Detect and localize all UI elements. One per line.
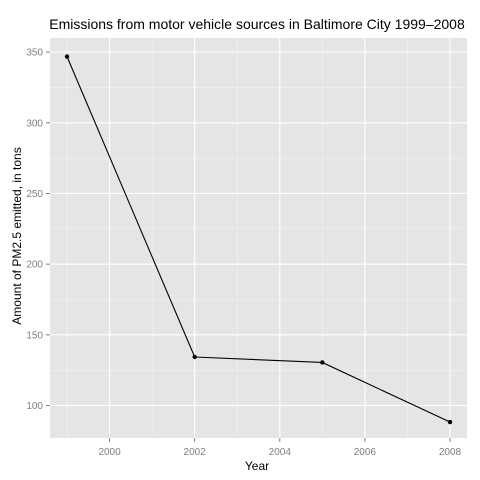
x-tick-label: 2008 [439,447,462,458]
series-line [66,56,451,423]
x-tick-label: 2006 [354,447,377,458]
data-point [320,360,325,365]
x-tick-label: 2000 [98,447,121,458]
x-axis-label: Year [245,459,269,473]
data-point [64,54,70,59]
y-tick-label: 200 [26,260,43,271]
data-point [447,419,453,425]
plot-panel [50,38,467,438]
grid-lines [50,38,467,438]
series-layer [64,54,453,425]
y-tick-label: 300 [26,118,43,129]
y-tick-label: 150 [26,330,43,341]
chart-title: Emissions from motor vehicle sources in … [49,16,465,32]
y-axis-label: Amount of PM2.5 emitted, in tons [10,147,24,324]
y-tick-label: 250 [26,189,43,200]
axis-ticks: 2000 2002 2004 2006 2008 100 150 200 250 300 350 [26,48,461,458]
x-tick-label: 2002 [184,447,207,458]
x-tick-label: 2004 [269,447,292,458]
y-tick-label: 100 [26,401,43,412]
y-tick-label: 350 [26,48,43,59]
data-point [192,354,197,360]
